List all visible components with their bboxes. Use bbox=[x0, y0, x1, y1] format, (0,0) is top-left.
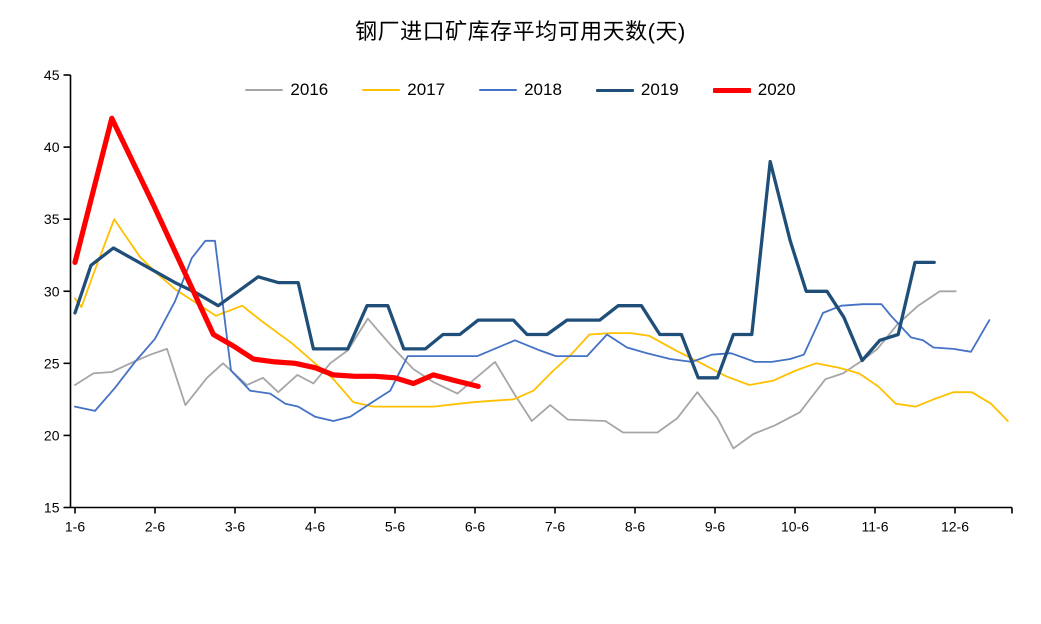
x-tick-label: 12-6 bbox=[941, 519, 969, 535]
y-tick-label: 35 bbox=[44, 211, 60, 227]
legend-item-2017: 2017 bbox=[362, 80, 445, 100]
series-line-2020 bbox=[72, 115, 481, 389]
x-tick-label: 9-6 bbox=[705, 519, 725, 535]
x-tick-label: 2-6 bbox=[145, 519, 165, 535]
x-tick-label: 7-6 bbox=[545, 519, 565, 535]
legend-swatch-2016 bbox=[245, 89, 284, 91]
legend-swatch-2017 bbox=[362, 89, 401, 91]
series-line-2017 bbox=[74, 218, 1009, 422]
legend-label-2017: 2017 bbox=[407, 80, 446, 99]
series-line-2016 bbox=[74, 290, 957, 450]
x-tick-label: 6-6 bbox=[465, 519, 485, 535]
y-tick-label: 20 bbox=[44, 427, 60, 443]
y-tick-label: 45 bbox=[44, 67, 60, 83]
x-tick-label: 1-6 bbox=[65, 519, 85, 535]
y-tick-label: 15 bbox=[44, 500, 60, 516]
x-tick-label: 4-6 bbox=[305, 519, 325, 535]
x-tick-label: 8-6 bbox=[625, 519, 645, 535]
series-line-2018 bbox=[74, 239, 991, 422]
x-tick-label: 3-6 bbox=[225, 519, 245, 535]
chart-title: 钢厂进口矿库存平均可用天数(天) bbox=[355, 19, 686, 44]
x-tick-label: 11-6 bbox=[862, 519, 889, 535]
legend-item-2020: 2020 bbox=[712, 80, 796, 100]
legend-label-2016: 2016 bbox=[290, 80, 329, 99]
series-line-2019 bbox=[73, 159, 936, 380]
legend-item-2018: 2018 bbox=[479, 80, 562, 100]
legend-label-2018: 2018 bbox=[524, 80, 562, 99]
y-tick-label: 40 bbox=[44, 139, 60, 155]
x-tick-label: 5-6 bbox=[385, 519, 405, 535]
x-tick-label: 10-6 bbox=[781, 519, 809, 535]
legend-label-2020: 2020 bbox=[757, 80, 796, 99]
y-tick-label: 25 bbox=[44, 355, 60, 371]
legend-swatch-2018 bbox=[479, 89, 518, 91]
legend: 2016 2017 2018 2019 2020 bbox=[0, 80, 1041, 100]
y-tick-label: 30 bbox=[44, 283, 60, 299]
legend-swatch-2020 bbox=[712, 87, 751, 93]
legend-swatch-2019 bbox=[595, 88, 634, 92]
legend-label-2019: 2019 bbox=[640, 80, 679, 99]
legend-item-2016: 2016 bbox=[245, 80, 328, 100]
legend-item-2019: 2019 bbox=[595, 80, 679, 100]
